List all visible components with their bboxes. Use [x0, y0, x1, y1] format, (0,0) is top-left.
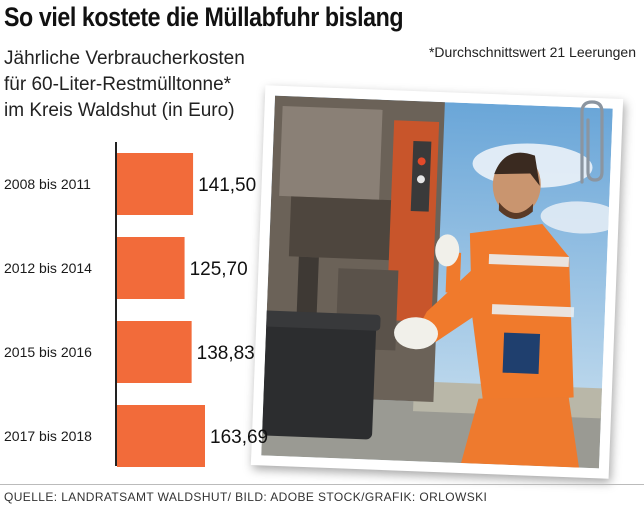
bar-chart: 2008 bis 2011 141,50 2012 bis 2014 125,70 20…: [4, 142, 268, 467]
value-label: 141,50: [198, 175, 256, 196]
bar: [117, 321, 192, 383]
chart-subtitle: Jährliche Verbraucherkosten für 60-Liter…: [4, 46, 304, 124]
footnote: *Durchschnittswert 21 Leerungen: [428, 44, 636, 60]
waste-collector-photo: [261, 95, 613, 469]
subtitle-line: im Kreis Waldshut (in Euro): [4, 100, 235, 121]
bar: [117, 405, 205, 467]
category-label: 2015 bis 2016: [4, 344, 92, 360]
photo-frame: [250, 85, 624, 479]
value-label: 125,70: [190, 259, 248, 280]
bars-layer: 2008 bis 2011 141,50 2012 bis 2014 125,70 20…: [4, 153, 268, 467]
paperclip-icon: [580, 100, 604, 184]
category-label: 2012 bis 2014: [4, 260, 92, 276]
divider: [0, 484, 644, 485]
bar: [117, 153, 194, 215]
category-label: 2017 bis 2018: [4, 428, 92, 444]
page-title: So viel kostete die Müllabfuhr bislang: [4, 2, 404, 32]
source-credit: QUELLE: LANDRATSAMT WALDSHUT/ BILD: ADOB…: [4, 490, 488, 504]
value-label: 138,83: [197, 343, 255, 364]
subtitle-line: Jährliche Verbraucherkosten: [4, 48, 245, 69]
bar: [117, 237, 185, 299]
value-label: 163,69: [210, 427, 268, 448]
category-label: 2008 bis 2011: [4, 176, 91, 192]
subtitle-line: für 60-Liter-Restmülltonne*: [4, 74, 232, 95]
